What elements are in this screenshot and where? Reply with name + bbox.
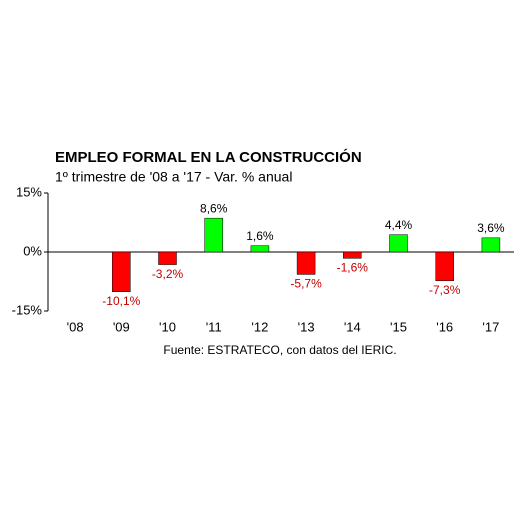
bar (343, 251, 362, 259)
bar (204, 217, 223, 253)
x-tick-label: '11 (206, 319, 222, 334)
value-label: 3,6% (477, 221, 505, 235)
chart-subtitle: 1º trimestre de '08 a '17 - Var. % anual (55, 169, 292, 185)
bar (296, 251, 316, 275)
bar (112, 251, 131, 292)
bar (158, 251, 177, 265)
value-label: -10,1% (102, 294, 140, 308)
value-label: 8,6% (200, 201, 228, 215)
x-tick-label: '16 (436, 319, 453, 334)
chart-title: EMPLEO FORMAL EN LA CONSTRUCCIÓN (55, 148, 362, 166)
y-tick-label: 0% (23, 243, 42, 258)
x-tick-label: '17 (482, 319, 499, 334)
y-tick-label: 15% (16, 184, 42, 199)
x-tick-label: '08 (67, 319, 84, 334)
x-tick-label: '15 (390, 319, 407, 334)
x-tick-label: '13 (298, 319, 315, 334)
value-label: -1,6% (337, 260, 369, 274)
value-label: -3,2% (152, 267, 184, 281)
x-tick-label: '10 (159, 319, 176, 334)
value-label: -7,3% (429, 283, 461, 297)
bar (435, 251, 454, 281)
value-label: -5,7% (290, 277, 322, 291)
bar (389, 234, 408, 253)
value-label: 1,6% (246, 229, 274, 243)
x-tick-label: '14 (344, 319, 361, 334)
bar (250, 245, 270, 253)
x-tick-label: '09 (113, 319, 130, 334)
bar (481, 237, 501, 253)
source-note: Fuente: ESTRATECO, con datos del IERIC. (163, 343, 396, 357)
value-label: 4,4% (385, 218, 413, 232)
x-tick-label: '12 (251, 319, 268, 334)
y-tick-label: -15% (12, 302, 43, 317)
